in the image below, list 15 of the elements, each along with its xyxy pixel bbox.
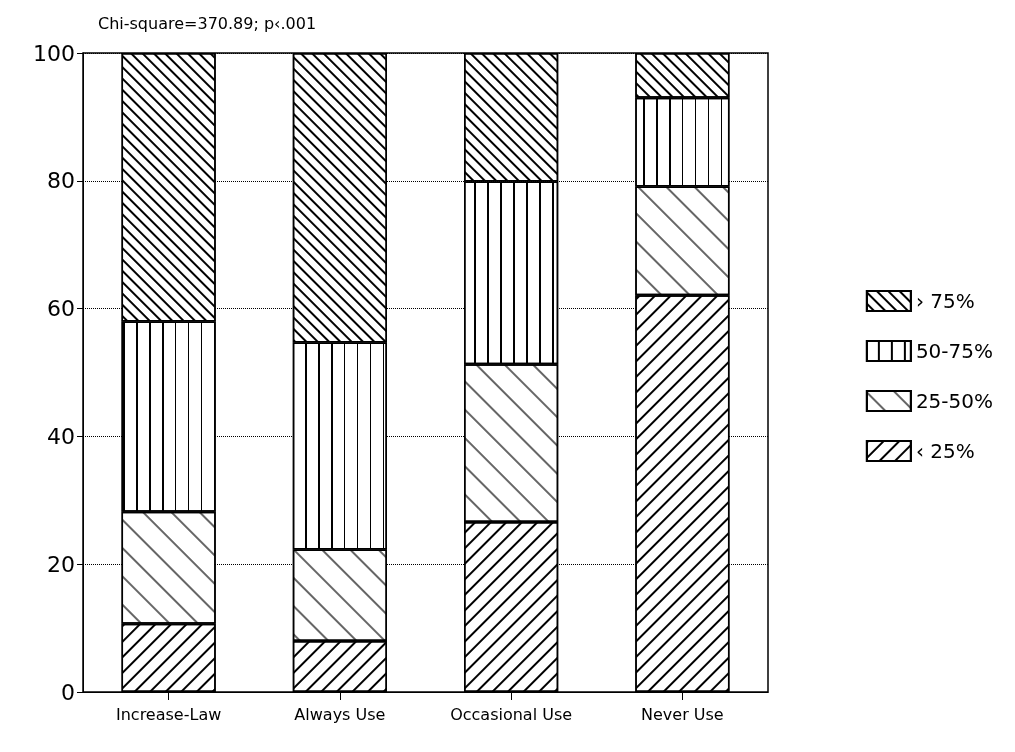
y-tick-label: 80: [47, 168, 75, 194]
y-tick-label: 40: [47, 423, 75, 449]
legend-label: › 75%: [915, 289, 975, 313]
legend-label: ‹ 25%: [915, 439, 975, 463]
x-tick-label: Increase-Law: [115, 704, 222, 724]
y-tick-label: 60: [47, 296, 75, 322]
legend-label: 25-50%: [915, 389, 994, 413]
legend-label: 50-75%: [915, 339, 994, 363]
y-tick-label: 20: [47, 551, 75, 577]
x-tick-label: Occasional Use: [450, 704, 573, 724]
x-tick-label: Never Use: [641, 704, 724, 724]
chart-title: Chi-square=370.89; p‹.001: [98, 13, 317, 33]
y-tick-label: 100: [33, 40, 75, 66]
x-tick-label: Always Use: [294, 704, 386, 724]
y-tick-label: 0: [61, 679, 75, 705]
